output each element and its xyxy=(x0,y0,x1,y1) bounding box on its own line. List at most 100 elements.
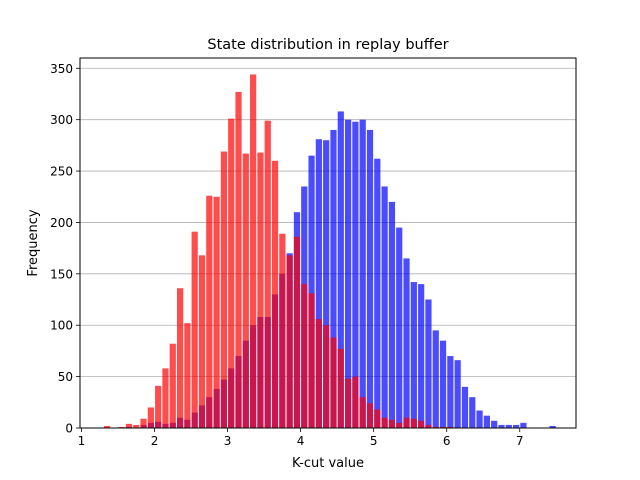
bar-series-2 xyxy=(250,74,257,428)
bar-series-2 xyxy=(220,151,228,428)
bar-series-1 xyxy=(344,119,352,429)
bar-series-2 xyxy=(264,120,271,428)
bar-series-2 xyxy=(315,319,322,428)
bar-series-2 xyxy=(279,233,286,428)
bar-series-2 xyxy=(162,368,169,428)
bars xyxy=(103,74,556,429)
bar-series-1 xyxy=(352,121,359,428)
x-tick-label: 6 xyxy=(443,434,451,448)
y-tick-label: 250 xyxy=(50,165,73,179)
x-tick-label: 7 xyxy=(516,434,524,448)
bar-series-1 xyxy=(337,111,344,428)
bar-series-2 xyxy=(191,231,198,428)
y-tick-label: 200 xyxy=(50,216,73,230)
x-tick-label: 4 xyxy=(297,434,305,448)
bar-series-2 xyxy=(257,152,264,429)
bar-series-2 xyxy=(403,417,410,428)
bar-series-2 xyxy=(432,426,439,428)
bar-series-1 xyxy=(454,360,461,428)
bar-series-1 xyxy=(323,140,330,428)
bar-series-1 xyxy=(447,356,454,428)
bar-series-2 xyxy=(286,255,293,428)
bar-series-1 xyxy=(410,282,417,428)
bar-series-2 xyxy=(344,378,352,428)
bar-series-2 xyxy=(330,337,337,428)
bar-series-2 xyxy=(359,397,366,428)
bar-series-2 xyxy=(337,348,344,428)
bar-series-2 xyxy=(198,255,206,428)
bar-series-2 xyxy=(425,424,432,428)
x-tick-label: 5 xyxy=(370,434,378,448)
bar-series-2 xyxy=(301,284,308,428)
bar-series-1 xyxy=(359,119,366,429)
bar-series-2 xyxy=(235,91,242,429)
y-axis-label: Frequency xyxy=(26,209,41,276)
x-axis-label: K-cut value xyxy=(292,456,364,471)
bar-series-2 xyxy=(323,325,330,428)
bar-series-2 xyxy=(169,343,176,428)
bar-series-1 xyxy=(476,410,483,428)
x-tick-label: 2 xyxy=(151,434,159,448)
bar-series-2 xyxy=(447,426,454,428)
bar-series-2 xyxy=(381,417,388,428)
bar-series-1 xyxy=(403,258,410,428)
y-tick-label: 100 xyxy=(50,319,73,333)
bar-series-1 xyxy=(396,227,403,428)
bar-series-2 xyxy=(133,424,140,428)
bar-series-2 xyxy=(308,293,315,428)
plot-frame xyxy=(79,57,577,429)
bar-series-2 xyxy=(374,409,381,428)
bar-series-2 xyxy=(213,196,220,428)
bar-series-2 xyxy=(366,403,374,428)
bar-series-2 xyxy=(439,426,447,428)
bar-series-1 xyxy=(432,330,439,428)
bar-series-2 xyxy=(155,385,162,428)
bar-series-2 xyxy=(147,407,154,428)
x-tick-label: 3 xyxy=(224,434,232,448)
y-tick-label: 50 xyxy=(58,370,73,384)
bar-series-1 xyxy=(498,424,505,428)
bar-series-2 xyxy=(396,422,403,428)
bar-series-1 xyxy=(512,424,520,428)
y-tick-label: 0 xyxy=(65,422,73,436)
bar-series-1 xyxy=(366,129,374,428)
bar-series-1 xyxy=(315,139,322,428)
bar-series-1 xyxy=(374,158,381,428)
y-tick-label: 300 xyxy=(50,113,73,127)
bar-series-2 xyxy=(140,418,147,428)
bar-series-1 xyxy=(388,201,396,428)
y-tick-label: 350 xyxy=(50,62,73,76)
bar-series-1 xyxy=(505,424,512,428)
bar-series-1 xyxy=(469,397,476,428)
bar-series-1 xyxy=(308,155,315,428)
y-tick-label: 150 xyxy=(50,267,73,281)
bar-series-2 xyxy=(388,419,396,428)
bar-series-2 xyxy=(271,160,279,428)
bar-series-1 xyxy=(330,129,337,428)
bar-series-1 xyxy=(418,284,425,428)
bar-series-2 xyxy=(242,153,249,429)
ticks: 1 2 3 4 5 6 7 0 50 100 150 200 250 300 350 xyxy=(50,62,523,448)
bar-series-1 xyxy=(549,425,556,428)
bar-series-1 xyxy=(520,422,527,428)
bar-series-1 xyxy=(483,415,490,428)
bar-series-2 xyxy=(293,236,301,428)
x-tick-label: 1 xyxy=(78,434,86,448)
bar-series-1 xyxy=(491,420,498,428)
bar-series-2 xyxy=(228,118,235,428)
bar-series-1 xyxy=(381,186,388,428)
bar-series-1 xyxy=(439,340,447,428)
bar-series-1 xyxy=(425,299,432,428)
bar-series-2 xyxy=(176,288,184,428)
bar-series-2 xyxy=(418,420,425,428)
bar-series-2 xyxy=(184,323,191,428)
chart-title: State distribution in replay buffer xyxy=(207,37,448,53)
bar-series-2 xyxy=(410,418,417,428)
bar-series-1 xyxy=(461,386,469,428)
bar-series-2 xyxy=(118,426,125,428)
bar-series-2 xyxy=(352,376,359,428)
bar-series-2 xyxy=(206,195,213,428)
bar-series-2 xyxy=(125,423,133,428)
bar-series-2 xyxy=(103,425,111,428)
